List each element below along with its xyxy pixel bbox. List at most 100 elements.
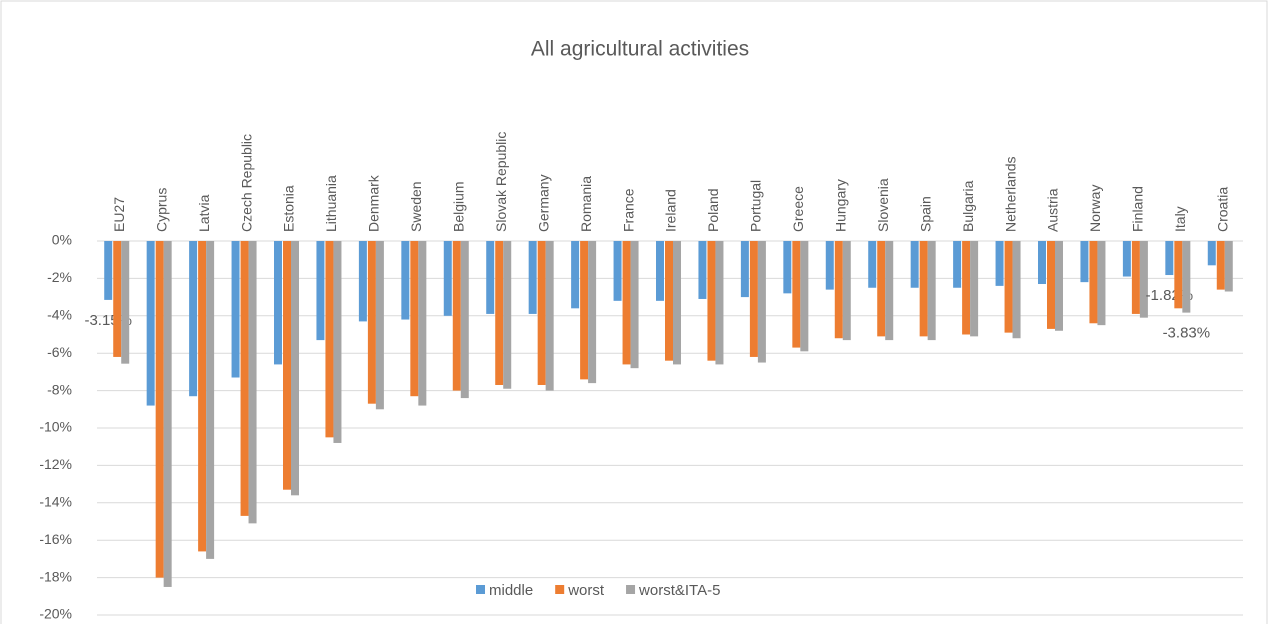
bar	[825, 241, 834, 290]
x-tick-label: Denmark	[366, 174, 382, 232]
bar	[622, 241, 631, 365]
bar	[1216, 241, 1225, 290]
bar	[656, 241, 664, 301]
bar	[868, 241, 877, 288]
bar	[113, 241, 122, 357]
bar	[842, 241, 851, 341]
bar	[970, 241, 979, 337]
x-tick-label: Portugal	[748, 180, 764, 232]
y-tick-label: -16%	[39, 531, 72, 547]
bar	[104, 241, 113, 300]
bar	[410, 241, 419, 397]
legend-swatch	[476, 585, 485, 594]
bar	[291, 241, 299, 496]
bar	[630, 241, 639, 369]
bar	[1131, 241, 1140, 314]
legend-label: worst&ITA-5	[638, 582, 720, 599]
bar	[613, 241, 622, 301]
x-tick-label: Netherlands	[1002, 157, 1018, 233]
bar	[1004, 241, 1013, 333]
bar	[333, 241, 342, 443]
bar	[358, 241, 367, 322]
x-tick-label: Greece	[790, 186, 806, 232]
legend-label: middle	[489, 582, 533, 599]
bar	[146, 241, 155, 406]
bar	[783, 241, 792, 294]
bar	[401, 241, 410, 320]
bar	[580, 241, 589, 380]
bar	[240, 241, 249, 516]
bar	[537, 241, 546, 385]
data-label: -3.83%	[1163, 325, 1211, 342]
bar	[1207, 241, 1216, 266]
x-tick-label: Slovak Republic	[493, 132, 509, 232]
bar	[749, 241, 758, 357]
bar	[1182, 241, 1191, 313]
bar	[283, 241, 291, 490]
bar	[588, 241, 597, 384]
legend-swatch	[555, 585, 565, 594]
bar	[375, 241, 384, 410]
y-tick-label: -14%	[39, 494, 72, 510]
bar	[910, 241, 919, 288]
bar	[1038, 241, 1046, 285]
y-tick-label: 0%	[52, 232, 72, 248]
legend-label: worst	[567, 582, 605, 599]
bar	[418, 241, 427, 406]
bar	[698, 241, 707, 299]
x-tick-label: Hungary	[832, 179, 848, 232]
bar	[163, 241, 172, 587]
bar	[503, 241, 512, 389]
bar	[443, 241, 452, 316]
y-tick-label: -18%	[39, 568, 72, 584]
x-tick-label: Finland	[1130, 186, 1146, 232]
x-tick-label: Germany	[535, 174, 551, 232]
x-tick-label: Slovenia	[875, 178, 891, 232]
chart-title: All agricultural activities	[531, 38, 749, 61]
bar	[452, 241, 461, 391]
bar	[740, 241, 749, 298]
x-tick-label: Ireland	[663, 189, 679, 232]
bar	[206, 241, 215, 559]
x-tick-label: Poland	[705, 188, 721, 232]
bar	[715, 241, 724, 365]
x-tick-label: EU27	[111, 197, 127, 232]
y-tick-label: -12%	[39, 456, 72, 472]
bar	[1089, 241, 1098, 324]
bar	[274, 241, 282, 365]
bar	[1080, 241, 1089, 283]
bar	[460, 241, 469, 399]
bar	[1047, 241, 1055, 329]
bar	[545, 241, 554, 391]
bar	[486, 241, 495, 314]
bar	[189, 241, 198, 397]
bar	[1097, 241, 1106, 326]
x-tick-label: Italy	[1172, 206, 1188, 232]
bar	[673, 241, 681, 365]
bar	[231, 241, 240, 378]
bar	[155, 241, 164, 578]
x-tick-label: Bulgaria	[960, 180, 976, 232]
bar	[707, 241, 716, 361]
bar	[792, 241, 801, 348]
bar	[1055, 241, 1063, 331]
x-tick-label: Czech Republic	[238, 134, 254, 232]
bar	[665, 241, 673, 361]
x-tick-label: Austria	[1045, 188, 1061, 232]
bar	[1122, 241, 1131, 277]
y-tick-label: -20%	[39, 606, 72, 622]
bar	[927, 241, 936, 341]
bar	[885, 241, 894, 341]
bar	[495, 241, 504, 385]
y-tick-label: -10%	[39, 419, 72, 435]
x-tick-label: Lithuania	[323, 175, 339, 232]
bar	[834, 241, 843, 339]
bar	[325, 241, 334, 438]
y-tick-label: -4%	[47, 307, 72, 323]
bar	[316, 241, 325, 341]
bar	[528, 241, 537, 314]
bar	[962, 241, 971, 335]
bar	[121, 241, 130, 364]
y-tick-label: -2%	[47, 269, 72, 285]
y-tick-label: -8%	[47, 381, 72, 397]
